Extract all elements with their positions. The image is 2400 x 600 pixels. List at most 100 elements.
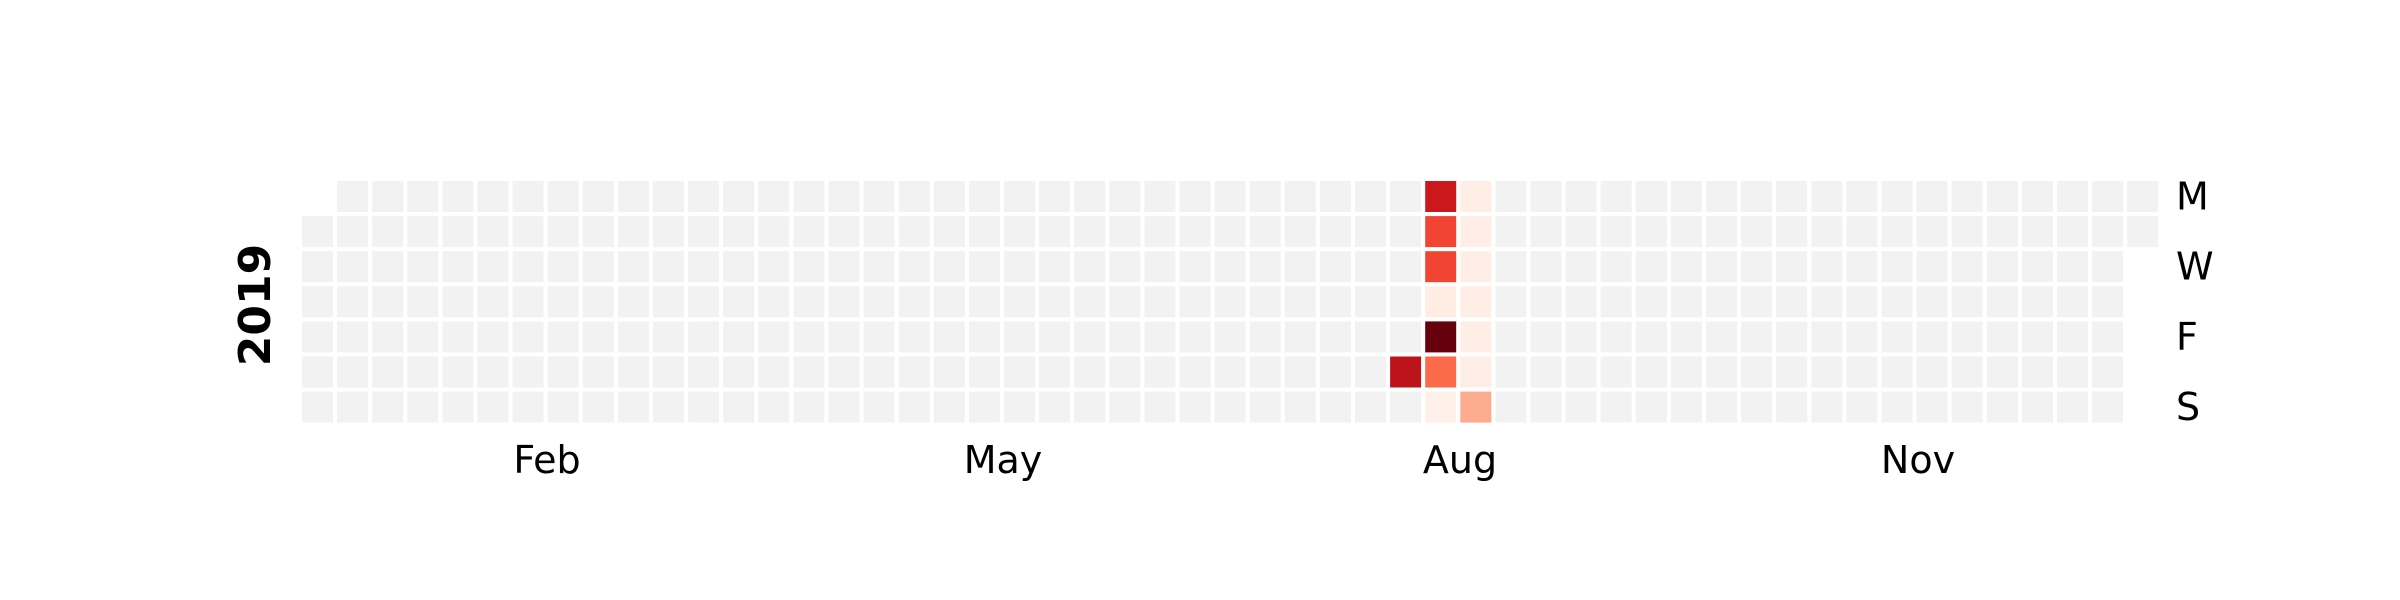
day-cell-2019-05-14 xyxy=(968,216,1000,248)
day-cell-2019-10-29 xyxy=(1811,216,1843,248)
day-cell-2019-09-14 xyxy=(1565,356,1597,388)
day-cell-2019-12-25 xyxy=(2092,251,2124,283)
day-cell-2019-12-26 xyxy=(2092,286,2124,318)
day-cell-2019-03-29 xyxy=(723,321,755,353)
day-cell-2019-08-17 xyxy=(1425,356,1457,388)
day-cell-2019-10-26 xyxy=(1776,356,1808,388)
day-cell-2019-02-18 xyxy=(547,181,579,212)
day-cell-2019-07-27 xyxy=(1319,356,1351,388)
day-cell-2019-12-31 xyxy=(2127,216,2159,248)
day-cell-2019-12-17 xyxy=(2057,216,2088,248)
day-cell-2019-10-11 xyxy=(1706,321,1737,353)
day-cell-2019-06-18 xyxy=(1144,216,1176,248)
day-cell-2019-06-19 xyxy=(1144,251,1176,283)
day-label-w: W xyxy=(2176,245,2214,289)
day-cell-2019-06-17 xyxy=(1144,181,1176,212)
day-cell-2019-07-12 xyxy=(1249,321,1281,353)
day-cell-2019-06-01 xyxy=(1039,356,1071,388)
day-cell-2019-06-05 xyxy=(1074,251,1106,283)
day-cell-2019-12-28 xyxy=(2092,356,2124,388)
day-cell-2019-02-24 xyxy=(547,391,579,423)
day-cell-2019-07-09 xyxy=(1249,216,1281,248)
day-cell-2019-01-06 xyxy=(302,391,333,423)
day-cell-2019-05-28 xyxy=(1039,216,1071,248)
day-cell-2019-03-17 xyxy=(653,391,684,423)
day-cell-2019-11-26 xyxy=(1951,216,1983,248)
day-cell-2019-05-27 xyxy=(1039,181,1071,212)
day-cell-2019-09-18 xyxy=(1600,251,1632,283)
day-cell-2019-04-24 xyxy=(863,251,895,283)
month-labels: Feb May Aug Nov xyxy=(513,438,1955,482)
day-cell-2019-01-31 xyxy=(442,286,474,318)
day-cell-2019-08-16 xyxy=(1425,321,1457,353)
day-cell-2019-05-07 xyxy=(933,216,965,248)
day-cell-2019-09-16 xyxy=(1600,181,1632,212)
day-cell-2019-09-09 xyxy=(1565,181,1597,212)
day-cell-2019-07-25 xyxy=(1319,286,1351,318)
day-cell-2019-12-23 xyxy=(2092,181,2124,212)
day-cell-2019-05-12 xyxy=(933,391,965,423)
day-cell-2019-06-04 xyxy=(1074,216,1106,248)
day-cell-2019-10-14 xyxy=(1741,181,1773,212)
day-cell-2019-04-21 xyxy=(828,391,860,423)
day-cell-2019-09-15 xyxy=(1565,391,1597,423)
day-cell-2019-11-25 xyxy=(1951,181,1983,212)
day-cell-2019-07-22 xyxy=(1319,181,1351,212)
day-cell-2019-04-27 xyxy=(863,356,895,388)
day-cell-2019-02-11 xyxy=(512,181,544,212)
day-cell-2019-07-16 xyxy=(1284,216,1316,248)
day-cell-2019-02-26 xyxy=(582,216,614,248)
day-cell-2019-10-22 xyxy=(1776,216,1808,248)
day-cell-2019-04-06 xyxy=(758,356,790,388)
day-cell-2019-09-20 xyxy=(1600,321,1632,353)
day-cell-2019-12-27 xyxy=(2092,321,2124,353)
day-cell-2019-04-28 xyxy=(863,391,895,423)
day-cell-2019-11-08 xyxy=(1846,321,1878,353)
day-cell-2019-01-24 xyxy=(407,286,439,318)
day-cell-2019-06-23 xyxy=(1144,391,1176,423)
day-cell-2019-09-24 xyxy=(1635,216,1667,248)
day-cell-2019-07-02 xyxy=(1214,216,1246,248)
day-cell-2019-06-02 xyxy=(1039,391,1071,423)
day-cell-2019-12-03 xyxy=(1986,216,2018,248)
day-cell-2019-10-25 xyxy=(1776,321,1808,353)
day-cell-2019-03-28 xyxy=(723,286,755,318)
day-cell-2019-02-17 xyxy=(512,391,544,423)
day-cell-2019-09-03 xyxy=(1530,216,1562,248)
day-cell-2019-01-03 xyxy=(302,286,333,318)
day-cell-2019-11-24 xyxy=(1916,391,1948,423)
day-cell-2019-07-24 xyxy=(1319,251,1351,283)
day-cell-2019-03-21 xyxy=(688,286,720,318)
day-cell-2019-08-28 xyxy=(1495,251,1527,283)
day-cell-2019-07-28 xyxy=(1319,391,1351,423)
day-cell-2019-06-28 xyxy=(1179,321,1211,353)
day-cell-2019-04-29 xyxy=(898,181,930,212)
day-cell-2019-10-10 xyxy=(1706,286,1737,318)
day-cell-2019-06-30 xyxy=(1179,391,1211,423)
day-cell-2019-11-11 xyxy=(1881,181,1913,212)
day-cell-2019-11-17 xyxy=(1881,391,1913,423)
day-cell-2019-04-02 xyxy=(758,216,790,248)
day-cell-2019-04-30 xyxy=(898,216,930,248)
day-cell-2019-07-03 xyxy=(1214,251,1246,283)
day-cell-2019-12-07 xyxy=(1986,356,2018,388)
day-cell-2019-05-06 xyxy=(933,181,965,212)
day-cell-2019-11-23 xyxy=(1916,356,1948,388)
day-cell-2019-03-04 xyxy=(617,181,649,212)
day-cell-2019-08-11 xyxy=(1390,391,1422,423)
day-cell-2019-02-12 xyxy=(512,216,544,248)
day-cell-2019-11-29 xyxy=(1951,321,1983,353)
day-cell-2019-08-03 xyxy=(1355,356,1386,388)
day-cell-2019-11-21 xyxy=(1916,286,1948,318)
day-cell-2019-12-22 xyxy=(2057,391,2088,423)
day-cell-2019-05-05 xyxy=(898,391,930,423)
day-cell-2019-11-02 xyxy=(1811,356,1843,388)
day-cell-2019-12-20 xyxy=(2057,321,2088,353)
day-cell-2019-06-08 xyxy=(1074,356,1106,388)
day-cell-2019-07-21 xyxy=(1284,391,1316,423)
day-cell-2019-12-08 xyxy=(1986,391,2018,423)
day-cell-2019-04-01 xyxy=(758,181,790,212)
day-cell-2019-07-31 xyxy=(1355,251,1386,283)
day-label-f: F xyxy=(2176,315,2198,359)
